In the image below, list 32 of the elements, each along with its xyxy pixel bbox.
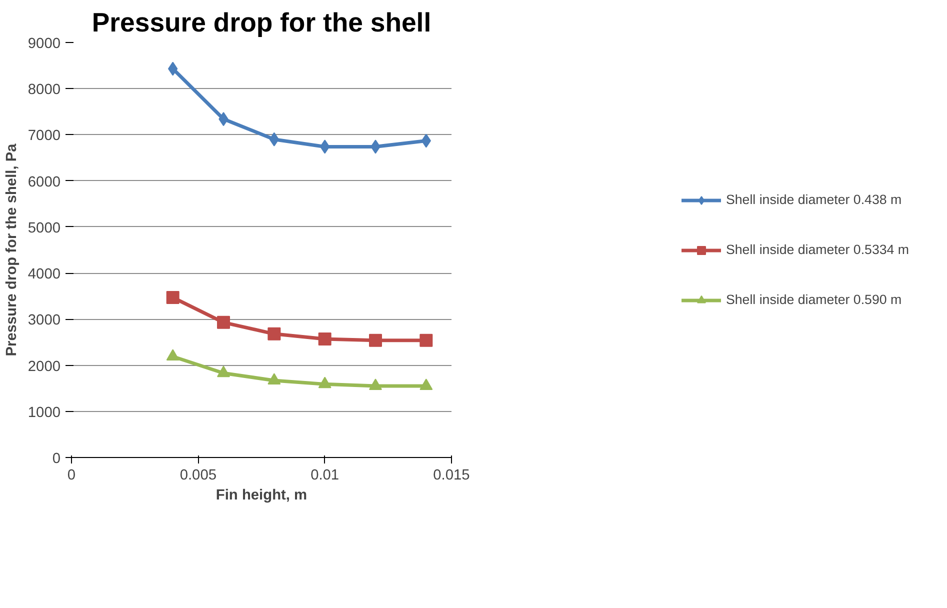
y-tick-label: 2000 <box>28 358 61 375</box>
point <box>166 349 180 360</box>
y-tick-label: 9000 <box>28 36 61 52</box>
point <box>166 290 180 304</box>
y-tick-label: 8000 <box>28 82 61 98</box>
point <box>268 373 281 384</box>
point <box>318 376 332 388</box>
y-tick-label: 4000 <box>28 266 61 283</box>
point <box>318 332 332 346</box>
point <box>217 366 230 378</box>
legend-label: Shell inside diameter 0.5334 m <box>726 242 909 257</box>
x-tick-label: 0 <box>67 468 76 484</box>
y-tick-label: 6000 <box>28 174 61 190</box>
point <box>420 334 433 347</box>
x-axis-title: Fin height, m <box>216 488 308 504</box>
x-tick-label: 0.005 <box>180 468 217 484</box>
point <box>217 316 230 329</box>
y-tick-label: 3000 <box>28 312 61 329</box>
y-tick-label: 7000 <box>28 128 61 144</box>
y-tick-label: 1000 <box>28 404 61 421</box>
point <box>369 334 382 347</box>
y-tick-label: 5000 <box>28 220 61 236</box>
point <box>369 378 382 390</box>
chart-title: Pressure drop for the shell <box>92 8 432 38</box>
y-axis-title: Pressure drop for the shell, Pa <box>4 142 20 356</box>
legend-label: Shell inside diameter 0.590 m <box>726 292 902 307</box>
point <box>268 327 281 340</box>
point <box>420 378 433 390</box>
x-tick-label: 0.01 <box>310 468 340 484</box>
y-tick-label: 0 <box>52 451 61 467</box>
x-tick-label: 0.015 <box>433 468 470 484</box>
legend-label: Shell inside diameter 0.438 m <box>726 192 902 207</box>
